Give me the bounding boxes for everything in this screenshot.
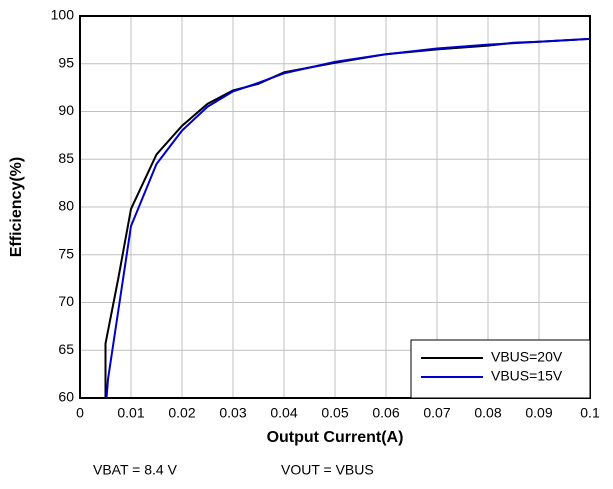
y-tick-label: 70 — [58, 293, 74, 309]
annotation: VOUT = VBUS — [281, 462, 374, 478]
x-axis-label: Output Current(A) — [267, 429, 404, 446]
x-tick-label: 0.1 — [580, 405, 600, 421]
x-tick-label: 0 — [76, 405, 84, 421]
x-tick-label: 0.06 — [372, 405, 399, 421]
y-tick-label: 85 — [58, 150, 74, 166]
y-tick-label: 65 — [58, 341, 74, 357]
x-tick-label: 0.03 — [219, 405, 246, 421]
x-tick-label: 0.09 — [525, 405, 552, 421]
y-tick-label: 90 — [58, 102, 74, 118]
x-tick-label: 0.05 — [321, 405, 348, 421]
legend-box — [410, 339, 591, 399]
x-tick-label: 0.08 — [474, 405, 501, 421]
y-tick-label: 95 — [58, 54, 74, 70]
legend-label: VBUS=15V — [491, 368, 563, 384]
x-tick-label: 0.07 — [423, 405, 450, 421]
x-tick-label: 0.01 — [117, 405, 144, 421]
x-tick-label: 0.04 — [270, 405, 297, 421]
legend-label: VBUS=20V — [491, 349, 563, 365]
y-tick-label: 75 — [58, 245, 74, 261]
x-tick-label: 0.02 — [168, 405, 195, 421]
y-tick-label: 60 — [58, 389, 74, 405]
line — [105, 37, 591, 399]
plot-frame — [79, 15, 591, 399]
y-tick-label: 80 — [58, 198, 74, 214]
y-tick-label: 100 — [51, 7, 75, 23]
y-axis-label: Efficiency(%) — [8, 157, 25, 257]
annotation: VBAT = 8.4 V — [93, 462, 178, 478]
